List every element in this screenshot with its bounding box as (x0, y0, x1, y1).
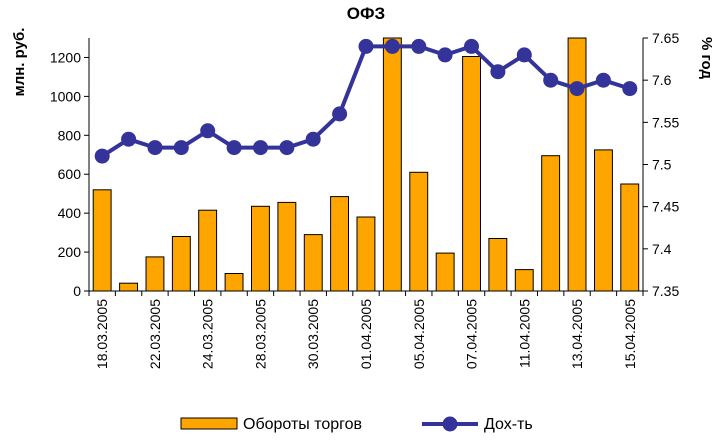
y2-tick-label: 7.4 (652, 241, 672, 257)
y-tick-label: 800 (58, 127, 82, 143)
y2-tick-label: 7.35 (652, 283, 679, 299)
legend-label-line: Дох-ть (484, 416, 533, 433)
yield-point-06.04.2005 (437, 47, 453, 63)
yield-point-23.03.2005 (173, 140, 189, 156)
x-tick-label: 30.03.2005 (305, 299, 321, 369)
bar-01.04.2005 (356, 216, 376, 292)
yield-point-24.03.2005 (200, 123, 216, 139)
yield-point-15.04.2005 (622, 81, 638, 97)
bar-15.04.2005 (620, 183, 640, 292)
bar-11.04.2005 (514, 269, 534, 292)
yield-point-29.03.2005 (279, 140, 295, 156)
yield-point-04.04.2005 (384, 38, 400, 54)
yield-point-31.03.2005 (332, 106, 348, 122)
legend-swatch-bars (180, 417, 238, 430)
y2-tick-label: 7.5 (652, 157, 672, 173)
yield-point-30.03.2005 (305, 131, 321, 147)
x-tick-label: 13.04.2005 (569, 299, 585, 369)
y2-tick-label: 7.55 (652, 114, 679, 130)
yield-point-21.03.2005 (121, 131, 137, 147)
y-tick-label: 600 (58, 166, 82, 182)
y2-tick-label: 7.45 (652, 199, 679, 215)
bar-12.04.2005 (541, 155, 561, 292)
y-tick-label: 200 (58, 244, 82, 260)
yield-point-14.04.2005 (595, 72, 611, 88)
x-tick-label: 15.04.2005 (622, 299, 638, 369)
yield-point-13.04.2005 (569, 81, 585, 97)
bar-14.04.2005 (594, 149, 613, 292)
y2-tick-label: 7.65 (652, 30, 679, 46)
y-tick-label: 1000 (50, 88, 81, 104)
legend: Обороты торгов Дох-ть (180, 416, 533, 433)
bar-08.04.2005 (488, 238, 508, 292)
bar-05.04.2005 (409, 171, 429, 292)
chart-title: ОФЗ (347, 4, 385, 23)
x-tick-label: 22.03.2005 (147, 299, 163, 369)
yield-point-28.03.2005 (253, 140, 268, 156)
line-layer (94, 38, 638, 164)
bar-25.03.2005 (224, 273, 244, 292)
bar-28.03.2005 (251, 205, 270, 292)
bar-31.03.2005 (330, 196, 350, 292)
bars-layer (92, 37, 640, 292)
yield-line (101, 44, 631, 158)
yield-point-07.04.2005 (464, 38, 479, 54)
y2-axis-label: % год (698, 37, 715, 80)
bar-23.03.2005 (171, 236, 191, 292)
bar-13.04.2005 (567, 37, 587, 292)
x-tick-label: 11.04.2005 (516, 299, 532, 368)
yield-point-25.03.2005 (226, 140, 242, 156)
bar-21.03.2005 (119, 282, 138, 292)
y-axis-label: млн. руб. (11, 28, 28, 97)
y2-tick-label: 7.6 (652, 72, 672, 88)
legend-marker-line (442, 416, 458, 432)
x-tick-label: 01.04.2005 (358, 299, 374, 369)
yield-point-22.03.2005 (147, 140, 163, 156)
bar-04.04.2005 (382, 37, 402, 292)
x-tick-label: 28.03.2005 (253, 299, 269, 369)
y-tick-label: 0 (73, 283, 81, 299)
bar-18.03.2005 (92, 189, 112, 292)
y-tick-label: 400 (58, 205, 82, 221)
bar-07.04.2005 (462, 56, 482, 292)
bar-30.03.2005 (303, 234, 323, 292)
yield-point-18.03.2005 (94, 148, 110, 164)
x-tick-label: 07.04.2005 (464, 299, 480, 369)
bar-29.03.2005 (277, 201, 297, 292)
yield-point-05.04.2005 (411, 38, 427, 54)
ticks-layer: 0 200 400 600 800 1000 1200 7.35 7.4 7.45 7.5 7.55 7… (50, 30, 680, 369)
x-tick-label: 24.03.2005 (200, 299, 216, 369)
yield-point-01.04.2005 (358, 38, 374, 54)
bar-22.03.2005 (145, 256, 165, 292)
yield-point-11.04.2005 (516, 47, 532, 63)
yield-point-08.04.2005 (490, 64, 506, 80)
x-tick-label: 05.04.2005 (411, 299, 427, 369)
x-tick-label: 18.03.2005 (94, 299, 110, 369)
bar-06.04.2005 (435, 252, 455, 292)
legend-label-bars: Обороты торгов (243, 416, 362, 433)
bar-24.03.2005 (198, 209, 218, 292)
yield-point-12.04.2005 (543, 72, 559, 88)
y-tick-label: 1200 (50, 49, 81, 65)
